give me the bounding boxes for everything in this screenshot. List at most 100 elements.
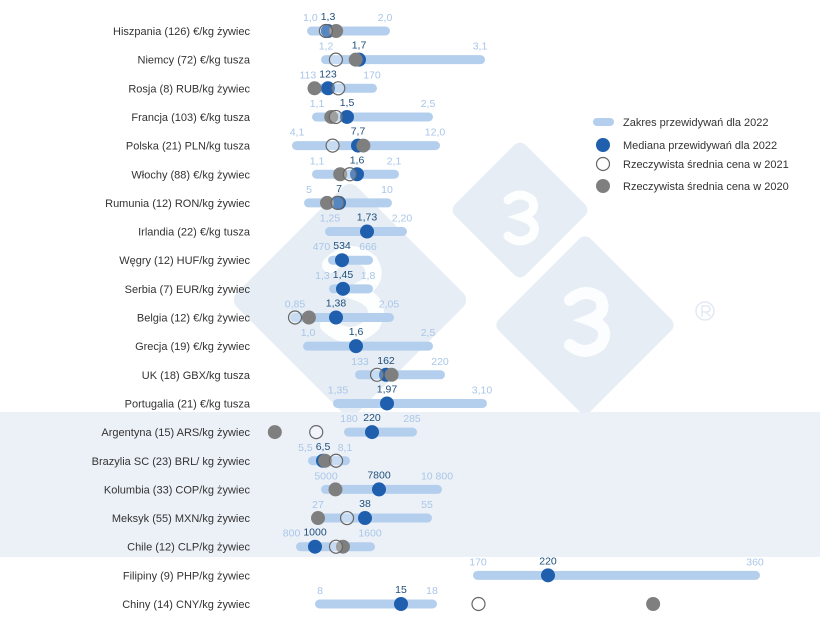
max-label: 1600 [358,528,382,540]
min-label: 113 [299,69,316,81]
chart-row: Rumunia (12) RON/kg żywiec 7 5 10 [105,183,393,210]
median-label: 7 [336,183,342,195]
row-label: Włochy (88) €/kg żywiec [131,169,250,181]
max-label: 2,05 [379,299,400,311]
chart-row: Meksyk (55) MXN/kg żywiec 38 27 55 [112,498,433,526]
legend-item-range: Zakres przewidywań dla 2022 [593,117,769,129]
max-label: 10 800 [421,470,453,482]
actual-2021-dot [339,510,355,526]
chart-row: Irlandia (22) €/kg tusza 1,73 1,25 2,20 [138,212,412,239]
legend-median-swatch [596,138,610,152]
median-label: 1,6 [350,154,365,166]
chart-row: UK (18) GBX/kg tusza 162 133 220 [142,355,449,382]
median-dot [340,109,354,124]
row-label: Portugalia (21) €/kg tusza [125,398,251,410]
chart-row: Chiny (14) CNY/kg żywiec 15 8 18 [122,584,661,612]
row-label: Brazylia SC (23) BRL/ kg żywiec [92,456,251,468]
max-label: 3,1 [473,41,488,53]
min-label: 170 [469,556,487,568]
max-label: 10 [381,184,393,196]
max-label: 285 [403,413,421,425]
actual-2021-dot [318,23,333,39]
actual-2021-dot [331,81,346,96]
median-dot [541,568,555,583]
median-label: 1,5 [340,97,355,109]
min-label: 1,3 [315,270,330,282]
actual-2021-dot [328,109,343,125]
max-label: 55 [421,499,433,511]
actual-2020-dot [646,597,661,611]
median-dot [365,425,379,440]
min-label: 1,35 [328,384,349,396]
chart-row: Polska (21) PLN/kg tusza 7,7 4,1 12,0 [126,126,445,153]
median-dot [394,597,408,611]
min-label: 4,1 [290,127,305,139]
min-label: 5000 [314,470,338,482]
median-dot [308,539,322,554]
row-label: Chiny (14) CNY/kg żywiec [122,599,250,611]
median-dot [350,167,364,182]
chart-row: Portugalia (21) €/kg tusza 1,97 1,35 3,10 [125,383,492,411]
chart-row: Filipiny (9) PHP/kg żywiec 220 170 360 [123,555,764,583]
min-label: 1,1 [310,155,325,167]
median-label: 7,7 [351,126,366,138]
min-label: 1,2 [319,41,334,53]
chart-row: Belgia (12) €/kg żywiec 1,38 0,85 2,05 [137,298,399,325]
actual-2021-dot [328,52,343,67]
legend-label: Zakres przewidywań dla 2022 [623,117,769,129]
min-label: 27 [312,499,324,511]
chart-row: Serbia (7) EUR/kg żywiec 1,451,3 1,8 [125,269,375,296]
min-label: 1,0 [301,327,316,339]
actual-2020-dot [348,52,363,67]
max-label: 360 [746,556,764,568]
row-label: Serbia (7) EUR/kg żywiec [125,284,251,296]
row-label: Chile (12) CLP/kg żywiec [127,542,250,554]
median-label: 534 [333,240,351,252]
actual-2020-dot [329,24,344,38]
chart-row: Hiszpania (126) €/kg żywiec 1,31,0 2,0 [113,11,392,39]
chart-row: Włochy (88) €/kg żywiec 1,6 1,1 2,1 [131,154,401,182]
median-label: 1,38 [326,298,347,310]
median-label: 220 [363,412,381,424]
max-label: 18 [426,585,438,597]
max-label: 220 [431,356,449,368]
actual-2021-dot [328,539,344,554]
min-label: 180 [340,413,358,425]
median-label: 1000 [303,527,327,539]
min-label: 5 [306,184,312,196]
actual-2021-dot [342,167,357,182]
chart-row: Brazylia SC (23) BRL/ kg żywiec 6,55,5 8,1 [92,441,353,468]
median-label: 1,45 [333,269,354,281]
actual-2020-dot [267,425,282,440]
median-dot [329,310,343,325]
actual-2020-dot [311,511,325,526]
row-label: Węgry (12) HUF/kg żywiec [119,255,250,267]
actual-2020-dot [318,453,333,468]
actual-2020-dot [324,109,339,124]
actual-2020-dot [384,367,399,382]
row-label: Niemcy (72) €/kg tusza [138,55,251,67]
actual-2021-dot [287,310,303,325]
row-label: Meksyk (55) MXN/kg żywiec [112,513,251,525]
median-dot [321,81,335,96]
max-label: 666 [359,241,377,253]
legend-label: Rzeczywista średnia cena w 2020 [623,181,789,193]
max-label: 8,1 [338,442,353,454]
min-label: 1,25 [320,213,341,225]
actual-2021-dot [325,138,340,153]
legend-item-median: Mediana przewidywań dla 2022 [596,138,777,152]
median-label: 123 [319,68,337,80]
max-label: 2,5 [421,98,436,110]
actual-2021-dot [309,425,324,440]
legend-2020-swatch [596,179,610,193]
max-label: 2,20 [392,213,413,225]
min-label: 1,1 [310,98,325,110]
median-label: 15 [395,584,407,596]
row-label: Rumunia (12) RON/kg żywiec [105,198,250,210]
median-dot [349,339,363,354]
median-dot [380,396,394,411]
